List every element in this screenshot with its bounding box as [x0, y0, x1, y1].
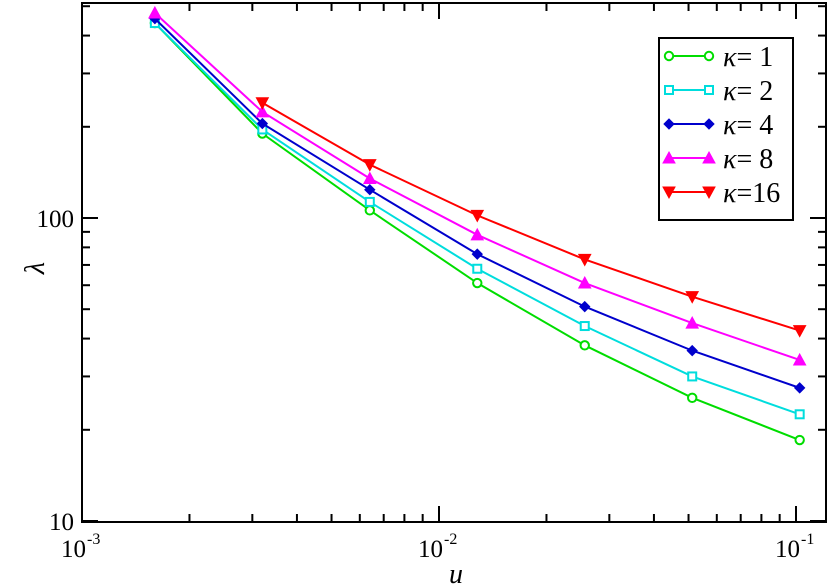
y-axis-label: λ	[20, 262, 51, 275]
data-point	[577, 253, 592, 267]
data-point	[577, 276, 592, 289]
legend-box	[658, 37, 794, 221]
series-line	[261, 101, 800, 332]
data-point	[792, 325, 807, 338]
data-point	[792, 352, 807, 366]
data-point	[362, 171, 377, 185]
legend-label: κ=16	[723, 178, 780, 209]
x-tick-label: 10 -2	[418, 531, 457, 563]
legend-kappa-value: = 4	[736, 110, 773, 141]
x-tick-label: 10 -1	[775, 531, 814, 563]
legend-kappa-symbol: κ	[723, 144, 737, 175]
legend-kappa-value: =16	[736, 178, 780, 209]
data-point	[148, 5, 162, 19]
data-series	[148, 5, 807, 446]
data-point	[470, 227, 485, 241]
legend: κ= 1κ= 2κ= 4κ= 8κ=16	[658, 37, 794, 221]
data-point	[364, 196, 375, 207]
x-axis-ticks: 10 -3 10 -2 10 -1	[61, 3, 814, 563]
legend-marker	[662, 150, 676, 164]
x-tick-label: 10 -3	[61, 531, 100, 563]
data-point	[255, 97, 270, 110]
x-tick-label-exponent: -3	[87, 531, 100, 548]
y-tick-label: 10	[49, 509, 74, 536]
legend-item: κ= 4	[663, 110, 773, 141]
x-axis-label: u	[449, 559, 463, 586]
legend-label: κ= 1	[723, 42, 773, 73]
x-tick-label-exponent: -1	[801, 531, 814, 548]
data-point	[256, 117, 269, 130]
data-point	[364, 205, 376, 216]
legend-marker	[702, 150, 716, 164]
legend-marker	[662, 186, 676, 200]
data-point	[471, 248, 483, 260]
data-point	[362, 159, 377, 172]
series-5	[255, 97, 807, 338]
x-tick-label-base: 10	[775, 536, 800, 563]
data-point	[472, 263, 483, 274]
data-point	[687, 371, 698, 382]
legend-marker	[702, 186, 716, 200]
legend-kappa-symbol: κ	[723, 110, 737, 141]
y-axis-ticks: 10 100	[37, 5, 826, 536]
data-point	[793, 382, 806, 394]
legend-kappa-value: = 1	[736, 42, 773, 73]
data-point	[685, 291, 700, 304]
data-point	[470, 209, 485, 223]
series-2	[149, 18, 805, 420]
data-point	[686, 344, 698, 357]
plot-frame	[81, 2, 827, 523]
legend-marker	[703, 50, 715, 62]
legend-item: κ= 1	[663, 42, 773, 73]
data-point	[579, 340, 590, 351]
data-point	[794, 409, 805, 420]
y-tick-label: 100	[37, 206, 75, 233]
legend-marker	[663, 50, 675, 62]
legend-item: κ=16	[662, 178, 780, 209]
legend-item: κ= 2	[664, 76, 773, 107]
data-point	[255, 104, 270, 118]
legend-kappa-value: = 2	[736, 76, 773, 107]
data-point	[472, 277, 483, 289]
legend-kappa-symbol: κ	[723, 76, 737, 107]
legend-marker	[664, 85, 674, 95]
legend-item: κ= 8	[662, 144, 773, 175]
legend-kappa-symbol: κ	[723, 178, 737, 209]
data-point	[687, 392, 698, 404]
x-tick-label-base: 10	[418, 536, 443, 563]
x-tick-label-exponent: -2	[444, 531, 457, 548]
legend-kappa-symbol: κ	[723, 42, 737, 73]
data-point	[579, 300, 591, 313]
legend-marker	[704, 85, 714, 95]
legend-kappa-value: = 8	[736, 144, 773, 175]
legend-label: κ= 2	[723, 76, 773, 107]
data-point	[794, 434, 805, 446]
data-point	[579, 321, 590, 332]
legend-label: κ= 8	[723, 144, 773, 175]
legend-marker	[663, 118, 675, 130]
data-point	[685, 316, 700, 329]
series-4	[148, 5, 807, 366]
data-point	[364, 183, 376, 196]
legend-marker	[703, 118, 715, 130]
x-tick-label-base: 10	[61, 536, 86, 563]
legend-label: κ= 4	[723, 110, 773, 141]
